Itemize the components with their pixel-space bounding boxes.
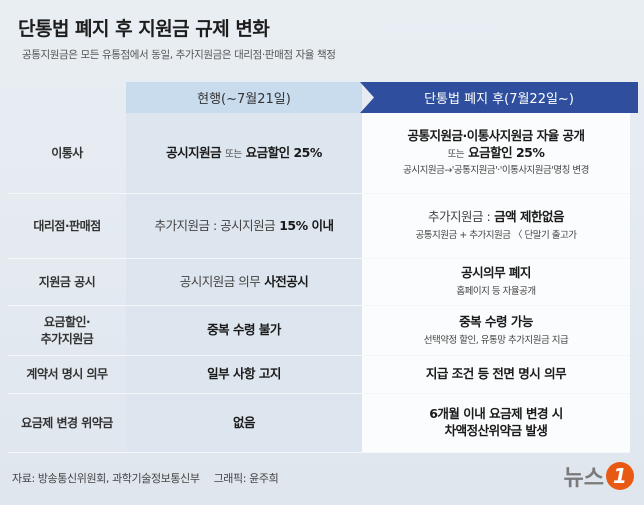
column-header: 단통법 폐지 후(7월22일~) [360,82,638,113]
cell-text: 중복 수령 불가 [207,322,281,338]
cell-text: 지급 조건 등 전면 명시 의무 [425,366,567,382]
cell-line: 중복 수령 불가 [205,322,283,339]
cell-text: 공통지원금 + 추가지원금 〈 단말기 출고가 [415,230,577,241]
cell-line: 공시의무 폐지 [459,265,533,282]
cell-text: 추가지원금 : 공시지원금 [154,217,276,233]
current-cell: 중복 수령 불가 [126,306,362,356]
cell-text: 선택약정 할인, 유통망 추가지원금 지급 [423,334,569,346]
cell-text: 사전공시 [264,273,309,289]
logo-mark: 1 [606,462,634,490]
cell-text: 공시의무 폐지 [461,265,531,281]
row-label: 요금제 변경 위약금 [8,394,126,453]
row-label: 요금할인· 추가지원금 [8,306,126,356]
footer: 자료: 방송통신위원회, 과학기술정보통신부 그래픽: 윤주희 [12,470,279,486]
cell-line: 중복 수령 가능 [457,314,535,331]
cell-text: 공시지원금 [166,144,222,160]
cell-line: 없음 [231,415,257,432]
cell-line: 추가지원금 : 공시지원금 15% 이내 [153,218,336,235]
label-line: 요금제 변경 위약금 [21,415,113,430]
cell-text: 또는 [225,148,242,160]
cell-line: 일부 사항 고지 [205,366,283,383]
cell-text: 추가지원금 : [427,209,491,225]
cell-line: 지급 조건 등 전면 명시 의무 [424,366,568,383]
label-line: 요금할인· [43,315,91,330]
cell-text: 요금할인 25% [245,144,323,160]
subtitle: 공통지원금은 모든 유통점에서 동일, 추가지원금은 대리점·판매점 자율 책정 [22,49,336,61]
cell-line: 공시지원금→'공통지원금'·'이통사지원금'명칭 변경 [401,161,591,178]
current-cell: 없음 [126,394,362,453]
cell-line: 6개월 이내 요금제 변경 시 [427,406,565,423]
title: 단통법 폐지 후 지원금 규제 변화 [18,18,270,40]
cell-text: 금액 제한없음 [494,209,565,225]
cell-text: 공시지원금→'공통지원금'·'이통사지원금'명칭 변경 [403,165,589,177]
row-label: 계약서 명시 의무 [8,356,126,394]
row-label: 이통사 [8,113,126,194]
current-cell: 공시지원금 의무 사전공시 [126,259,362,306]
cell-text: 차액정산위약금 발생 [444,423,548,438]
after-cell: 6개월 이내 요금제 변경 시 차액정산위약금 발생 [362,394,630,453]
cell-text: 15% 이내 [279,217,334,233]
cell-line: 공통지원금·이통사지원금 자율 공개 [406,128,587,145]
label-line: 추가지원금 [40,331,94,346]
cell-line: 홈페이지 등 자율공개 [454,282,537,299]
source: 자료: 방송통신위원회, 과학기술정보통신부 [12,472,200,485]
row-label: 지원금 공시 [8,259,126,306]
label-line: 이통사 [51,145,83,160]
cell-text: 홈페이지 등 자율공개 [456,286,536,297]
label-line: 대리점·판매점 [33,218,101,233]
current-cell: 추가지원금 : 공시지원금 15% 이내 [126,194,362,259]
cell-line: 차액정산위약금 발생 [443,423,550,440]
cell-text: 6개월 이내 요금제 변경 시 [429,406,563,422]
cell-line: 선택약정 할인, 유통망 추가지원금 지급 [422,331,570,348]
cell-text: 중복 수령 가능 [459,313,533,329]
cell-text: 공시지원금 의무 [179,273,261,289]
logo: 뉴스 1 [564,460,634,492]
table: 이통사 공시지원금 또는 요금할인 25% 공통지원금·이통사지원금 자율 공개 또는 요금… [8,113,630,453]
current-cell: 공시지원금 또는 요금할인 25% [126,113,362,194]
cell-line: 추가지원금 : 금액 제한없음 [426,209,566,226]
row-label: 대리점·판매점 [8,194,126,259]
credit: 그래픽: 윤주희 [213,472,279,485]
cell-line: 공통지원금 + 추가지원금 〈 단말기 출고가 [414,226,579,243]
cell-text: 요금할인 25% [468,144,545,160]
current-cell: 일부 사항 고지 [126,356,362,394]
cell-text: 일부 사항 고지 [207,366,281,382]
column-header: 현행(~7월21일) [126,82,362,113]
cell-line: 공시지원금 또는 요금할인 25% [164,145,324,162]
after-cell: 지급 조건 등 전면 명시 의무 [362,356,630,394]
cell-text: 또는 [447,148,465,160]
cell-text: 공통지원금·이통사지원금 자율 공개 [407,127,585,143]
label-line: 지원금 공시 [38,274,96,289]
cell-text: 없음 [232,414,256,430]
cell-line: 또는 요금할인 25% [446,145,547,162]
label-line: 계약서 명시 의무 [26,367,108,382]
cell-line: 공시지원금 의무 사전공시 [178,274,311,291]
logo-text: 뉴스 [563,466,604,491]
